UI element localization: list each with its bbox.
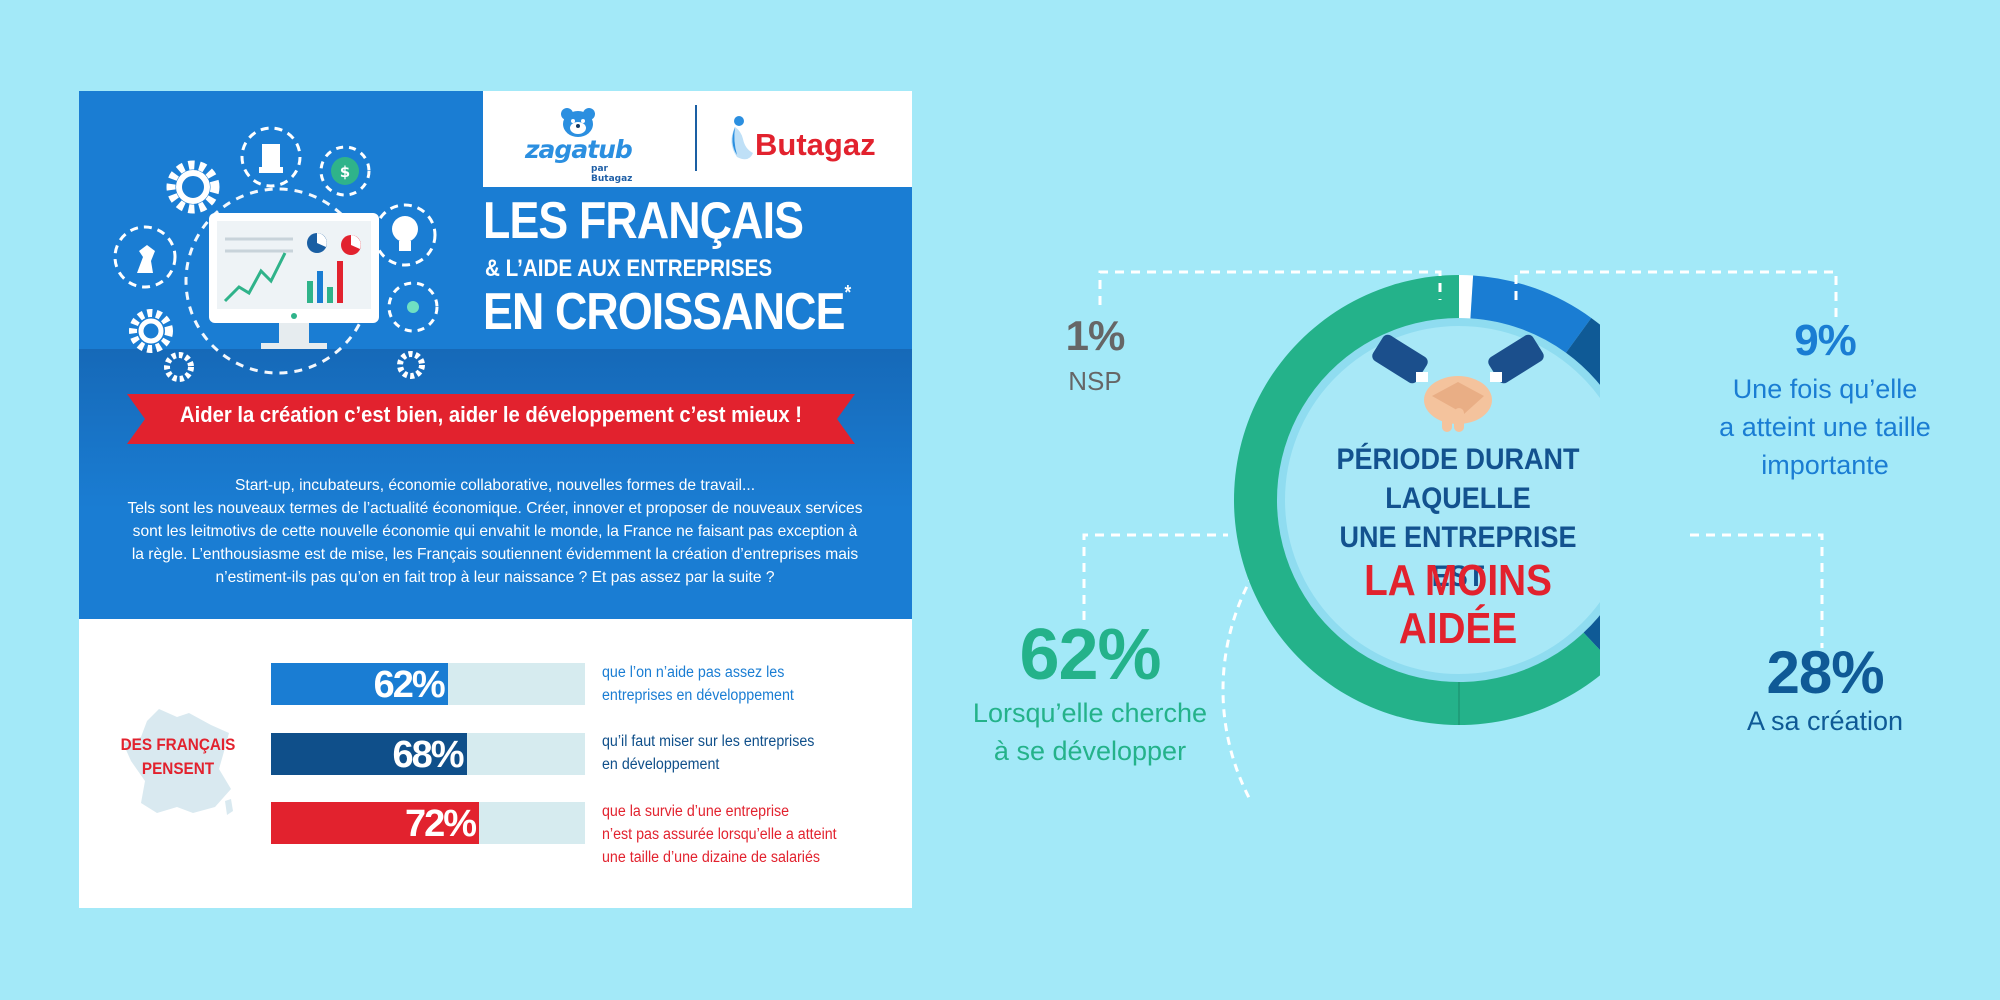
opinion-label-line: DES FRANÇAIS [120, 735, 236, 754]
donut-segment [1459, 275, 1474, 319]
svg-text:$: $ [340, 163, 350, 181]
opinion-bar-description: que l’on n’aide pas assez les entreprises… [602, 661, 794, 707]
donut-center-highlight: LA MOINS AIDÉE [1326, 557, 1590, 653]
france-map-icon [123, 709, 233, 815]
gear-icon [164, 352, 194, 382]
bear-icon [561, 108, 595, 137]
donut-center-line: PÉRIODE DURANT [1336, 443, 1580, 476]
opinion-bar-description: que la survie d’une entreprise n’est pas … [602, 800, 837, 869]
opinion-bar-description-line: entreprises en développement [602, 687, 794, 704]
monitor-icon [209, 213, 379, 349]
donut-inner-ring [1277, 318, 1600, 682]
donut-segment [1470, 275, 1592, 353]
opinion-bar-description-line: que la survie d’une entreprise [602, 803, 790, 820]
gas-drop-icon [731, 116, 753, 160]
infographic-card: $ [79, 91, 912, 908]
segment-pct-creation: 28% [1766, 639, 1884, 706]
title-line-1: LES FRANÇAIS [483, 192, 804, 250]
donut-segment [1234, 275, 1600, 725]
segment-label-development: Lorsqu’elle cherche à se développer [960, 694, 1220, 770]
segment-pct-development: 62% [1019, 615, 1161, 695]
zagatub-subtitle: par Butagaz [591, 164, 633, 184]
butagaz-wordmark: Butagaz [755, 127, 876, 162]
segment-label-line: importante [1761, 450, 1889, 480]
opinion-bar-fill: 62% [271, 663, 448, 706]
donut-chart [1221, 275, 1600, 800]
opinion-bar-description-line: n’est pas assurée lorsqu’elle a atteint [602, 826, 837, 843]
opinion-bar-description-line: une taille d’une dizaine de salariés [602, 849, 821, 866]
donut-center-line: UNE ENTREPRISE EST [1339, 521, 1577, 593]
opinion-bar-description-line: qu’il faut miser sur les entreprises [602, 733, 815, 750]
donut-inner-disk [1277, 318, 1600, 682]
segment-label-nsp: NSP [1068, 366, 1122, 396]
intro-line: Start-up, incubateurs, économie collabor… [234, 477, 756, 494]
donut-center-red-line: LA MOINS [1364, 556, 1552, 605]
zagatub-logo: zagatub par Butagaz [525, 108, 645, 184]
segment-label-large: Une fois qu’elle a atteint une taille im… [1700, 370, 1950, 484]
zagatub-wordmark: zagatub [525, 135, 633, 164]
logo-divider [695, 105, 697, 171]
gear-icon [166, 160, 220, 214]
opinion-bar-value: 68% [392, 734, 464, 776]
intro-paragraph: Start-up, incubateurs, économie collabor… [107, 474, 883, 589]
opinion-bar-description-line: que l’on n’aide pas assez les [602, 664, 785, 681]
title-line-2: & L’AIDE AUX ENTREPRISES [485, 255, 773, 282]
opinion-bar: 62% [271, 663, 585, 706]
donut-center-line: LAQUELLE [1385, 482, 1531, 515]
intro-line: Tels sont les nouveaux termes de l’actua… [127, 500, 863, 517]
intro-line: la règle. L’enthousiasme est de mise, le… [131, 546, 859, 563]
title-main: EN CROISSANCE [483, 283, 845, 341]
opinion-bar-fill: 68% [271, 733, 467, 776]
segment-label-creation: A sa création [1746, 706, 1904, 736]
segment-label-line: à se développer [993, 736, 1187, 766]
segment-pct-large: 9% [1794, 316, 1857, 365]
chess-knight-icon [113, 225, 177, 289]
segment-label-line: Une fois qu’elle [1732, 374, 1918, 404]
business-illustration: $ [113, 126, 439, 382]
butagaz-logo: Butagaz [727, 111, 907, 171]
gear-icon [129, 309, 173, 353]
lightbulb-icon [373, 203, 437, 267]
ribbon-banner [127, 394, 855, 444]
title-asterisk: * [844, 282, 852, 304]
opinion-label-line: PENSENT [141, 759, 215, 778]
logo-bar: zagatub par Butagaz Butagaz [483, 91, 912, 187]
opinion-bar-description: qu’il faut miser sur les entreprises en d… [602, 730, 814, 776]
donut-segment [1565, 317, 1600, 651]
donut-center-red-line: AIDÉE [1398, 604, 1518, 653]
opinion-label: DES FRANÇAIS PENSENT [111, 733, 246, 781]
opinion-bar: 72% [271, 802, 585, 845]
segment-pct-nsp: 1% [1065, 312, 1126, 359]
title-line-3: EN CROISSANCE* [483, 282, 852, 342]
opinion-bar: 68% [271, 733, 585, 776]
opinion-bar-value: 72% [405, 803, 477, 845]
ribbon-text: Aider la création c’est bien, aider le d… [179, 402, 803, 427]
segment-label-line: a atteint une taille [1719, 412, 1931, 442]
opinion-bar-description-line: en développement [602, 756, 720, 773]
gear-icon [397, 351, 425, 379]
segment-label-line: Lorsqu’elle cherche [972, 698, 1208, 728]
intro-line: sont les leitmotivs de cette nouvelle éc… [132, 523, 858, 540]
opinion-bar-value: 62% [373, 664, 446, 706]
dollar-icon: $ [319, 145, 371, 197]
intro-line: n’estiment-ils pas qu’on en fait trop à … [215, 569, 775, 586]
target-icon [387, 281, 439, 333]
donut-center-title: PÉRIODE DURANT LAQUELLE UNE ENTREPRISE E… [1323, 440, 1593, 596]
opinion-bar-fill: 72% [271, 802, 480, 845]
tower-icon [240, 126, 302, 188]
handshake-icon [1372, 334, 1544, 432]
